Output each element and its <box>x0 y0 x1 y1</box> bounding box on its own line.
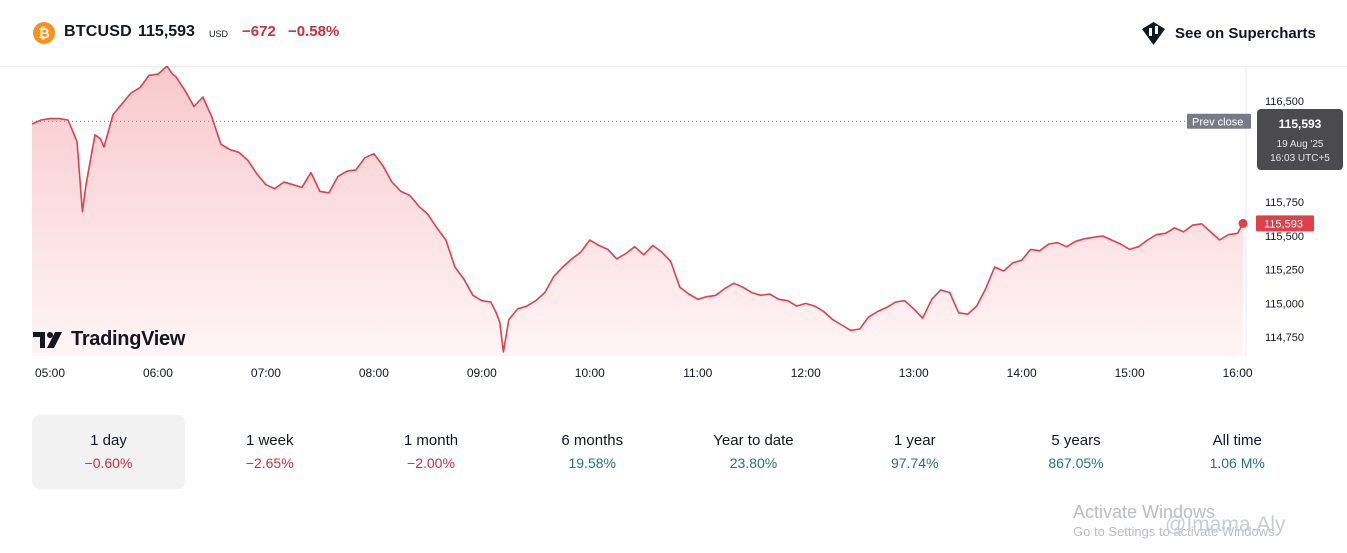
period-tab-label: 1 week <box>245 432 294 449</box>
period-tab-label: 1 year <box>893 432 936 449</box>
last-price-label-text: 115,593 <box>1264 218 1303 230</box>
price-chart[interactable]: 116,500 115,750 115,500 115,250 115,000 114,7… <box>0 66 1347 396</box>
period-tab[interactable]: Year to date 23.80% <box>677 415 830 489</box>
period-tab-change: 97.74% <box>890 455 939 471</box>
x-tick-label: 06:00 <box>143 366 173 380</box>
period-tab-change: 23.80% <box>729 455 778 471</box>
period-tab-change: −0.60% <box>84 455 133 471</box>
y-tick-label: 115,000 <box>1265 298 1304 310</box>
period-tab-label: 5 years <box>1051 432 1101 449</box>
tradingview-logo-icon <box>33 331 62 348</box>
period-tab-change: 1.06 M% <box>1209 455 1265 471</box>
period-tab-change: −2.00% <box>407 455 455 471</box>
period-tab-change: 867.05% <box>1048 455 1104 471</box>
x-tick-label: 11:00 <box>683 366 712 380</box>
period-tab-label: 1 day <box>90 432 127 449</box>
activate-windows-watermark: Activate Windows Go to Settings to activ… <box>1073 502 1278 542</box>
price-tooltip: 115,593 19 Aug '25 16:03 UTC+5 <box>1257 109 1343 170</box>
y-tick-label: 115,750 <box>1265 197 1304 209</box>
price-change-percent: −0.58% <box>288 23 340 40</box>
supercharts-logo-icon <box>1142 21 1165 45</box>
tradingview-logo-text: TradingView <box>71 328 186 350</box>
tooltip-time: 16:03 UTC+5 <box>1270 153 1330 164</box>
price-area-fill <box>32 66 1243 356</box>
y-axis: 116,500 115,750 115,500 115,250 115,000 114,7… <box>1265 96 1304 344</box>
tradingview-logo[interactable]: TradingView <box>33 328 185 351</box>
period-tab[interactable]: All time 1.06 M% <box>1161 415 1314 489</box>
prev-close-label-text: Prev close <box>1192 116 1243 128</box>
last-price-label: 115,593 <box>1256 215 1314 232</box>
y-tick-label: 116,500 <box>1265 96 1304 108</box>
last-price-dot <box>1238 218 1248 228</box>
y-tick-label: 114,750 <box>1265 332 1304 344</box>
period-tab-change: −2.65% <box>245 455 294 471</box>
period-tab[interactable]: 5 years 867.05% <box>1000 415 1153 489</box>
period-tab[interactable]: 1 month −2.00% <box>355 415 508 489</box>
price-line <box>31 66 1244 353</box>
last-price: 115,593 <box>138 23 195 40</box>
x-tick-label: 08:00 <box>359 366 389 380</box>
period-tab-label: Year to date <box>713 432 794 449</box>
x-tick-label: 12:00 <box>791 366 821 380</box>
x-tick-label: 16:00 <box>1223 366 1253 380</box>
period-selector: 1 day −0.60% 1 week −2.65% 1 month −2.00% 6 mo… <box>32 415 1322 489</box>
period-tab-label: 6 months <box>561 432 624 449</box>
tooltip-date: 19 Aug '25 <box>1277 139 1324 150</box>
x-axis: 05:00 06:00 07:00 08:00 09:00 10:00 11:00 12:00… <box>35 366 1253 380</box>
prev-close-label: Prev close <box>1187 113 1251 129</box>
x-tick-label: 09:00 <box>467 366 497 380</box>
y-tick-label: 115,250 <box>1265 265 1304 277</box>
currency-code: USD <box>209 29 229 39</box>
x-tick-label: 15:00 <box>1115 366 1145 380</box>
period-tab[interactable]: 6 months 19.58% <box>516 415 669 489</box>
supercharts-label: See on Supercharts <box>1175 24 1316 42</box>
symbol-name[interactable]: BTCUSD <box>64 23 132 40</box>
period-tab-change: 19.58% <box>568 455 616 471</box>
y-tick-label: 115,500 <box>1265 231 1304 243</box>
period-tab[interactable]: 1 day −0.60% <box>32 415 185 489</box>
x-tick-label: 05:00 <box>35 366 65 380</box>
activate-windows-title: Activate Windows <box>1073 502 1216 522</box>
x-tick-label: 13:00 <box>899 366 929 380</box>
x-tick-label: 07:00 <box>251 366 281 380</box>
author-handle: @Imama.Aly <box>1165 513 1286 536</box>
see-on-supercharts-link[interactable]: See on Supercharts <box>1140 18 1316 48</box>
period-tab-label: 1 month <box>403 432 459 449</box>
tooltip-price: 115,593 <box>1279 117 1322 131</box>
period-tab-label: All time <box>1212 432 1262 449</box>
activate-windows-subtitle: Go to Settings to activate Windows. <box>1073 524 1279 539</box>
x-tick-label: 10:00 <box>575 366 605 380</box>
period-tab[interactable]: 1 week −2.65% <box>193 415 346 489</box>
symbol-header: ₿ BTCUSD 115,593 USD −672 −0.58% See on … <box>0 0 1347 67</box>
price-change: −672 <box>242 23 276 40</box>
x-tick-label: 14:00 <box>1007 366 1037 380</box>
period-tab[interactable]: 1 year 97.74% <box>838 415 991 489</box>
bitcoin-icon: ₿ <box>33 22 55 44</box>
